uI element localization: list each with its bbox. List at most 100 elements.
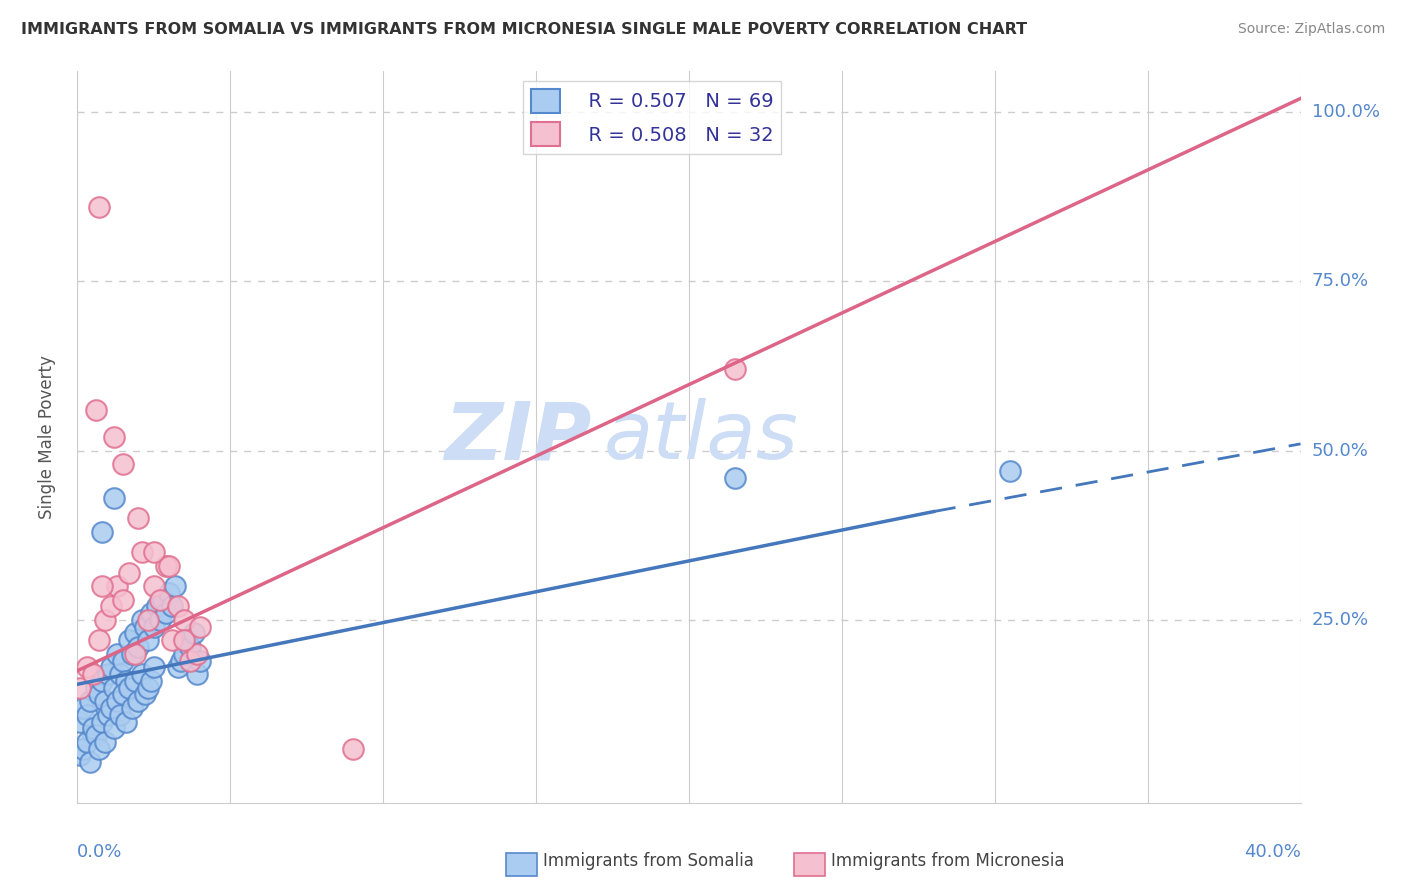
Point xyxy=(94,694,117,708)
Point xyxy=(157,558,180,573)
Point xyxy=(139,673,162,688)
Point xyxy=(118,566,141,580)
Point xyxy=(131,613,153,627)
Point xyxy=(173,613,195,627)
Point xyxy=(112,457,135,471)
Point xyxy=(165,579,187,593)
Point xyxy=(118,633,141,648)
Point xyxy=(134,688,156,702)
Point xyxy=(176,633,198,648)
Point xyxy=(118,681,141,695)
Point xyxy=(82,728,104,742)
Point xyxy=(112,592,135,607)
Point xyxy=(155,558,177,573)
Point xyxy=(105,647,128,661)
Point xyxy=(124,647,146,661)
Point xyxy=(103,430,125,444)
Point xyxy=(84,681,107,695)
Point xyxy=(136,633,159,648)
Point xyxy=(131,667,153,681)
Point xyxy=(160,633,183,648)
Point xyxy=(84,403,107,417)
Point xyxy=(183,626,205,640)
Point xyxy=(155,606,177,620)
Point xyxy=(90,579,112,593)
Text: ZIP: ZIP xyxy=(444,398,591,476)
Point xyxy=(82,721,104,735)
Point xyxy=(186,667,208,681)
Point xyxy=(87,200,110,214)
Point xyxy=(167,599,190,614)
Point xyxy=(136,613,159,627)
Point xyxy=(105,579,128,593)
Point xyxy=(136,681,159,695)
Text: Immigrants from Micronesia: Immigrants from Micronesia xyxy=(831,852,1064,870)
Point xyxy=(69,714,91,729)
Point xyxy=(90,524,112,539)
Point xyxy=(87,633,110,648)
Point xyxy=(342,741,364,756)
Point xyxy=(139,606,162,620)
Point xyxy=(142,620,165,634)
Text: atlas: atlas xyxy=(603,398,799,476)
Point xyxy=(131,545,153,559)
Point xyxy=(69,681,91,695)
Point xyxy=(157,586,180,600)
Point xyxy=(115,673,138,688)
Point xyxy=(82,667,104,681)
Point xyxy=(142,545,165,559)
Point xyxy=(69,748,91,763)
Point xyxy=(124,673,146,688)
Text: 75.0%: 75.0% xyxy=(1312,272,1369,290)
Point xyxy=(84,728,107,742)
Text: 50.0%: 50.0% xyxy=(1312,442,1368,459)
Point xyxy=(108,667,131,681)
Point xyxy=(87,741,110,756)
Point xyxy=(188,654,211,668)
Point xyxy=(179,640,201,654)
Point xyxy=(100,660,122,674)
Point xyxy=(90,673,112,688)
Point xyxy=(127,694,149,708)
Point xyxy=(115,714,138,729)
Point xyxy=(167,660,190,674)
Text: 0.0%: 0.0% xyxy=(77,843,122,861)
Point xyxy=(79,694,101,708)
Point xyxy=(127,511,149,525)
Point xyxy=(94,613,117,627)
Text: 25.0%: 25.0% xyxy=(1312,611,1369,629)
Point xyxy=(76,735,98,749)
Point xyxy=(94,735,117,749)
Text: 100.0%: 100.0% xyxy=(1312,103,1379,121)
Point xyxy=(100,701,122,715)
Point xyxy=(100,599,122,614)
Point xyxy=(121,647,143,661)
Point xyxy=(160,599,183,614)
Text: Source: ZipAtlas.com: Source: ZipAtlas.com xyxy=(1237,22,1385,37)
Point xyxy=(188,620,211,634)
Text: 40.0%: 40.0% xyxy=(1244,843,1301,861)
Point xyxy=(76,660,98,674)
Text: Immigrants from Somalia: Immigrants from Somalia xyxy=(543,852,754,870)
Point xyxy=(72,741,94,756)
Point xyxy=(127,640,149,654)
Point xyxy=(79,755,101,769)
Point xyxy=(90,714,112,729)
Point xyxy=(149,592,172,607)
Point xyxy=(105,694,128,708)
Point xyxy=(152,592,174,607)
Point xyxy=(149,613,172,627)
Point xyxy=(142,579,165,593)
Point xyxy=(724,362,747,376)
Point xyxy=(103,681,125,695)
Point xyxy=(121,701,143,715)
Point xyxy=(173,647,195,661)
Point xyxy=(103,491,125,505)
Y-axis label: Single Male Poverty: Single Male Poverty xyxy=(38,355,56,519)
Point xyxy=(76,707,98,722)
Point xyxy=(87,688,110,702)
Point xyxy=(103,721,125,735)
Point xyxy=(724,471,747,485)
Point xyxy=(112,654,135,668)
Point xyxy=(179,654,201,668)
